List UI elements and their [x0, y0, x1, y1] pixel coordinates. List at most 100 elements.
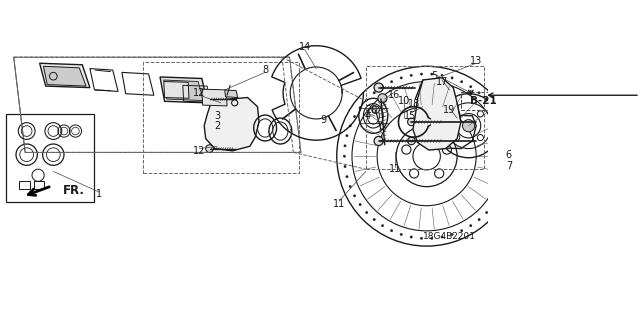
Circle shape	[477, 111, 483, 117]
Bar	[461, 92, 505, 110]
Circle shape	[486, 99, 488, 101]
Text: 12: 12	[193, 146, 206, 156]
Circle shape	[410, 74, 412, 76]
Text: 12: 12	[193, 88, 206, 98]
Circle shape	[402, 145, 411, 154]
Text: 19: 19	[444, 106, 456, 116]
Circle shape	[451, 233, 453, 236]
Polygon shape	[202, 89, 227, 106]
Polygon shape	[413, 78, 461, 150]
Circle shape	[492, 204, 494, 206]
Text: 20: 20	[365, 106, 377, 116]
Circle shape	[478, 92, 480, 94]
Circle shape	[461, 229, 463, 232]
Circle shape	[365, 212, 368, 214]
Text: 2: 2	[214, 121, 220, 131]
Circle shape	[492, 107, 494, 109]
Circle shape	[461, 81, 463, 83]
Text: 7: 7	[506, 161, 512, 171]
Text: 10: 10	[397, 96, 410, 106]
Circle shape	[463, 120, 475, 132]
Text: 4: 4	[365, 111, 371, 121]
Circle shape	[502, 185, 504, 188]
Circle shape	[390, 229, 393, 232]
Text: 16: 16	[388, 90, 400, 100]
Circle shape	[422, 130, 431, 140]
Circle shape	[205, 95, 213, 103]
Circle shape	[498, 116, 500, 118]
Circle shape	[400, 233, 403, 236]
Polygon shape	[44, 66, 86, 86]
Text: 18G4B2201: 18G4B2201	[423, 232, 476, 241]
Circle shape	[507, 165, 509, 168]
Circle shape	[442, 145, 451, 154]
Circle shape	[454, 111, 460, 117]
Circle shape	[505, 135, 508, 137]
Text: 5: 5	[431, 71, 437, 81]
Circle shape	[420, 237, 422, 239]
Circle shape	[349, 125, 351, 127]
Bar	[143, 62, 300, 173]
Circle shape	[205, 145, 213, 152]
Circle shape	[373, 219, 375, 221]
Circle shape	[344, 145, 346, 147]
Text: 8: 8	[262, 65, 268, 75]
Circle shape	[431, 73, 433, 75]
Text: 9: 9	[321, 116, 327, 125]
Circle shape	[378, 94, 387, 103]
Text: 11: 11	[388, 164, 401, 174]
Text: 13: 13	[470, 56, 483, 66]
Circle shape	[353, 116, 356, 118]
Circle shape	[390, 81, 393, 83]
Text: 18: 18	[408, 100, 420, 109]
Circle shape	[486, 212, 488, 214]
Circle shape	[441, 236, 444, 238]
Polygon shape	[204, 98, 259, 151]
Circle shape	[381, 85, 384, 88]
Circle shape	[346, 135, 348, 137]
Circle shape	[408, 118, 415, 126]
Polygon shape	[160, 77, 207, 103]
Circle shape	[498, 195, 500, 197]
Circle shape	[435, 169, 444, 178]
Circle shape	[502, 125, 504, 127]
Circle shape	[410, 169, 419, 178]
Circle shape	[353, 195, 356, 197]
Circle shape	[400, 77, 403, 79]
Polygon shape	[164, 80, 204, 100]
Circle shape	[477, 134, 483, 140]
Circle shape	[470, 85, 472, 88]
Circle shape	[344, 165, 346, 168]
Circle shape	[346, 175, 348, 178]
Circle shape	[343, 155, 346, 157]
Text: 11: 11	[333, 199, 345, 209]
Text: 15: 15	[404, 111, 416, 121]
Bar	[365, 66, 484, 169]
Circle shape	[372, 106, 380, 114]
Circle shape	[505, 175, 508, 178]
Polygon shape	[225, 90, 237, 98]
Circle shape	[410, 236, 412, 238]
Circle shape	[381, 225, 384, 227]
Circle shape	[374, 136, 383, 146]
Circle shape	[408, 137, 415, 145]
Bar	[19, 180, 29, 189]
Text: FR.: FR.	[63, 184, 84, 197]
Circle shape	[454, 134, 460, 140]
Circle shape	[349, 185, 351, 188]
Circle shape	[451, 77, 453, 79]
Text: 14: 14	[299, 42, 311, 52]
Circle shape	[478, 219, 480, 221]
Circle shape	[420, 73, 422, 75]
Text: 17: 17	[436, 77, 448, 87]
Text: 1: 1	[96, 189, 102, 199]
Circle shape	[374, 83, 383, 92]
Circle shape	[507, 145, 509, 147]
Text: B-21: B-21	[470, 96, 497, 106]
Circle shape	[508, 155, 510, 157]
Circle shape	[359, 107, 361, 109]
Text: 3: 3	[214, 111, 220, 121]
Circle shape	[373, 92, 375, 94]
Bar	[33, 180, 44, 189]
Bar	[6, 114, 93, 202]
